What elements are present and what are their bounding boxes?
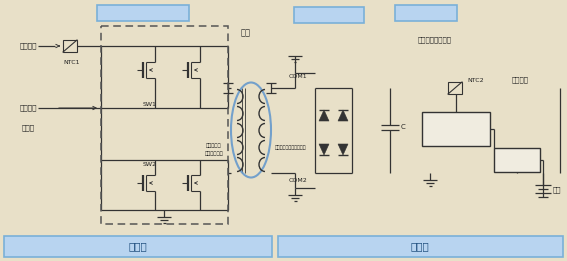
Text: 充电器: 充电器 [510, 156, 524, 164]
Text: 发射端电感: 发射端电感 [206, 143, 222, 147]
Text: 接收端: 接收端 [411, 241, 429, 252]
Text: C: C [401, 124, 405, 130]
Text: 动态调整输出电压: 动态调整输出电压 [418, 37, 452, 43]
Text: 肿宽调变: 肿宽调变 [19, 105, 37, 111]
Polygon shape [338, 144, 348, 155]
Polygon shape [338, 110, 348, 121]
Bar [63, 40, 77, 52]
Bar [4, 236, 272, 257]
Text: SW1: SW1 [143, 102, 157, 106]
Text: NTC2: NTC2 [468, 78, 484, 82]
Bar [97, 5, 189, 21]
Text: 低压差线: 低压差线 [447, 120, 464, 126]
Text: SW2: SW2 [143, 163, 157, 168]
Text: NTC1: NTC1 [64, 60, 81, 64]
Text: 整流桥: 整流桥 [320, 10, 338, 20]
Text: 输入电压: 输入电压 [19, 43, 37, 49]
Text: 线圈: 线圈 [241, 28, 251, 38]
Text: 单片机: 单片机 [22, 125, 35, 131]
Text: 接收端电感电容谐振回路: 接收端电感电容谐振回路 [275, 145, 307, 151]
Polygon shape [319, 110, 329, 121]
Text: COM2: COM2 [288, 177, 307, 182]
Bar [101, 26, 228, 224]
Text: 发射端: 发射端 [129, 241, 147, 252]
Text: 性稳压器: 性稳压器 [447, 132, 464, 138]
Text: 单片机: 单片机 [417, 8, 435, 18]
Bar [494, 148, 540, 172]
Bar [278, 236, 563, 257]
Bar [294, 7, 364, 23]
Bar [422, 112, 490, 146]
Bar [448, 82, 462, 94]
Text: 输出电压: 输出电压 [511, 77, 528, 83]
Text: COM1: COM1 [289, 74, 307, 79]
Text: 电源全桥: 电源全桥 [131, 8, 155, 18]
Bar [395, 5, 457, 21]
Polygon shape [319, 144, 329, 155]
Text: 电池: 电池 [553, 187, 561, 193]
Text: 电容谐振电路: 电容谐振电路 [205, 151, 223, 156]
